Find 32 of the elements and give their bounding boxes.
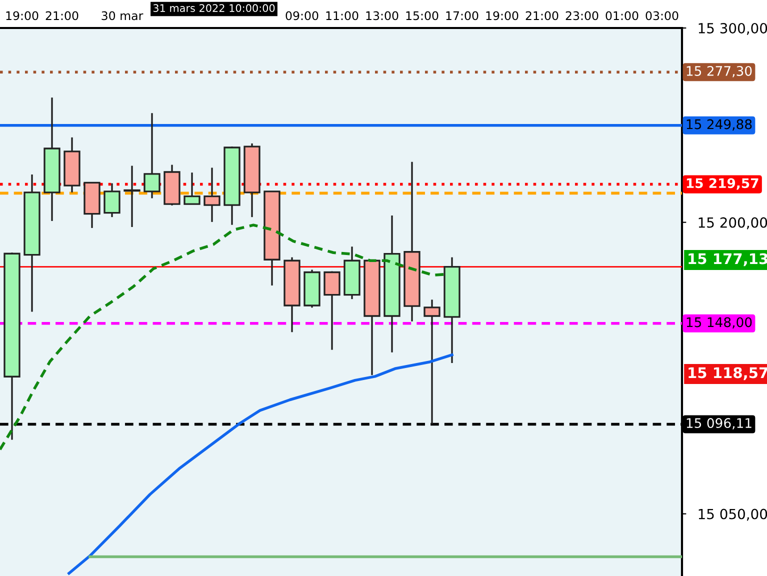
x-tick-label: 03:00	[646, 11, 678, 20]
ref-line-label: 15 249,88	[686, 119, 752, 131]
x-tick-label: 13:00	[366, 11, 398, 20]
candlestick	[204, 166, 220, 223]
ref-line-label: 15 096,11	[686, 418, 752, 430]
text: 15 177,13	[688, 253, 767, 266]
y-tick-label: 15 200,00	[698, 217, 767, 230]
candlestick	[124, 164, 140, 228]
x-tick-label: 19:00	[486, 11, 518, 20]
y-tick-label: 15 300,00	[698, 22, 767, 35]
ref-line-label: 15 277,30	[686, 66, 752, 78]
x-tick-label: 11:00	[326, 11, 358, 20]
x-tick-label: 19:00	[6, 11, 38, 20]
x-tick-label: 21:00	[526, 11, 558, 20]
y-tick-label: 15 050,00	[698, 508, 767, 521]
ref-line-label: 15 148,00	[686, 317, 752, 329]
x-tick-label: 23:00	[566, 11, 598, 20]
text: 15 118,57	[688, 367, 767, 380]
candlestick	[324, 270, 340, 351]
text: 31 mars 2022 10:00:00	[153, 4, 275, 12]
x-tick-label: 09:00	[286, 11, 318, 20]
candlestick	[104, 182, 120, 218]
x-tick-label: 15:00	[406, 11, 438, 20]
x-tick-label: 21:00	[46, 11, 78, 20]
candlestick	[184, 172, 200, 205]
ref-line-label: 15 219,57	[686, 178, 758, 190]
candlestick	[144, 112, 160, 200]
x-tick-label: 01:00	[606, 11, 638, 20]
candlestick	[424, 298, 440, 426]
line-series	[68, 353, 454, 575]
x-tick-label: 17:00	[446, 11, 478, 20]
x-tick-label: 30 mar	[102, 11, 144, 20]
